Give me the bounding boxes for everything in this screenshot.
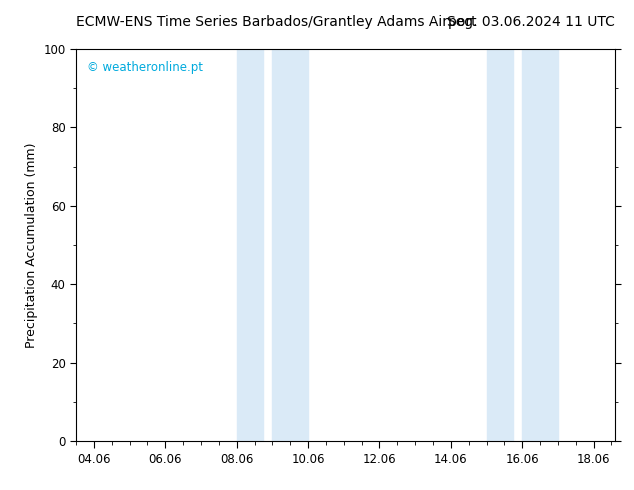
Text: ECMW-ENS Time Series Barbados/Grantley Adams Airport: ECMW-ENS Time Series Barbados/Grantley A… <box>76 15 477 29</box>
Bar <box>522 49 558 441</box>
Text: © weatheronline.pt: © weatheronline.pt <box>87 61 203 74</box>
Y-axis label: Precipitation Accumulation (mm): Precipitation Accumulation (mm) <box>25 142 38 348</box>
Bar <box>486 49 514 441</box>
Bar <box>273 49 308 441</box>
Bar <box>236 49 264 441</box>
Text: Seg. 03.06.2024 11 UTC: Seg. 03.06.2024 11 UTC <box>447 15 615 29</box>
